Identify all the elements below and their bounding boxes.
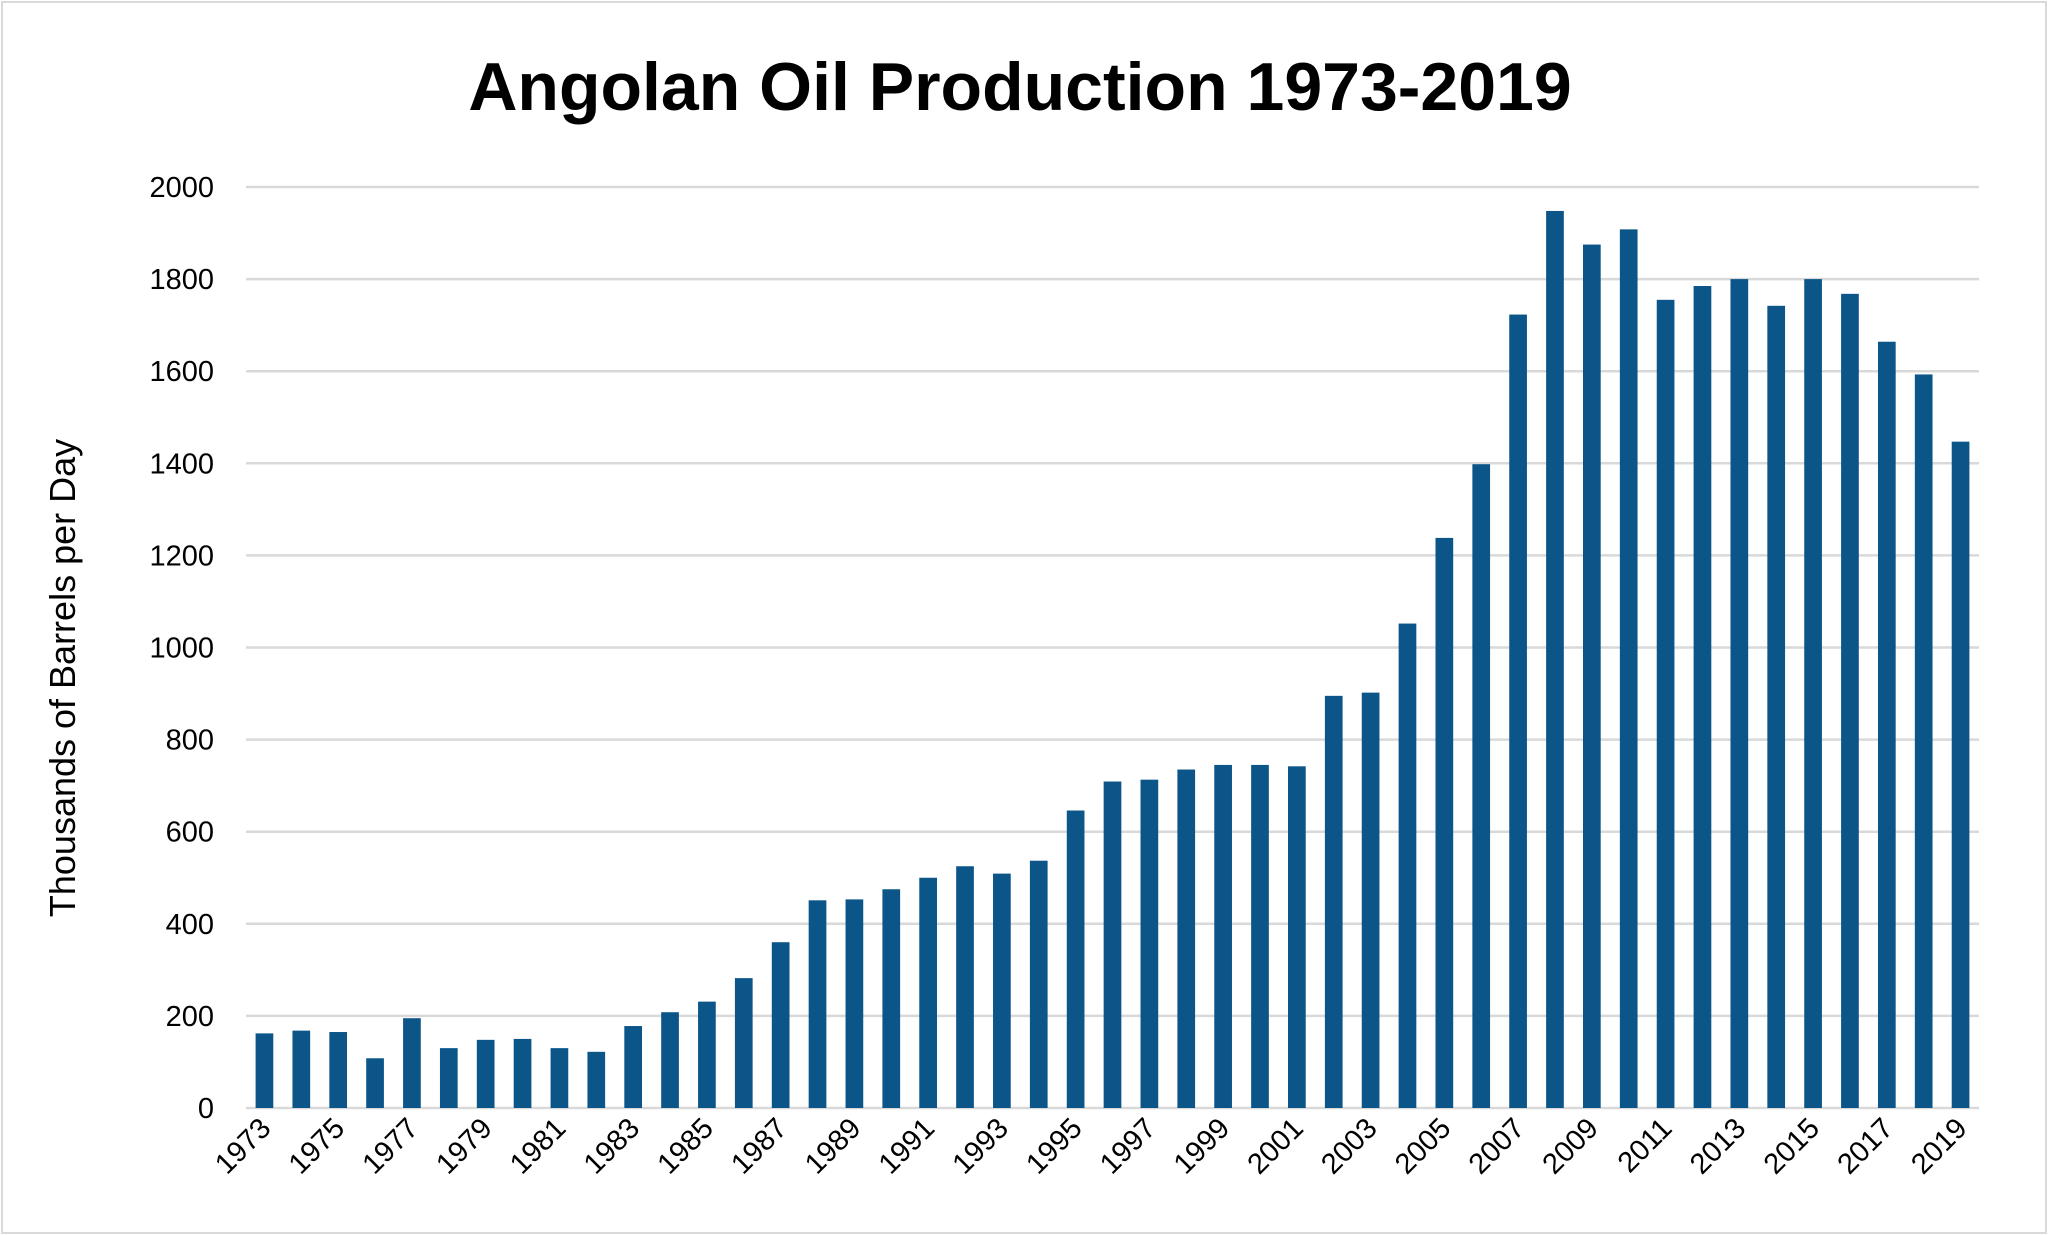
bar-1984 [661,1012,679,1108]
bar-1990 [882,889,901,1108]
bar-2006 [1472,464,1491,1108]
bar-1999 [1214,764,1232,1108]
bar-1977 [403,1018,421,1108]
bar-1978 [439,1048,458,1108]
bar-2015 [1804,279,1822,1109]
bar-1997 [1140,779,1159,1108]
bar-2002 [1324,695,1343,1108]
bar-2005 [1435,537,1454,1108]
bar-1987 [771,942,790,1108]
bar-1976 [366,1058,384,1108]
y-tick-label: 1400 [149,448,214,480]
bar-1998 [1177,769,1196,1108]
y-tick-label: 1800 [149,264,214,296]
y-tick-label: 1200 [149,540,214,572]
bar-2003 [1361,692,1380,1108]
bar-2008 [1546,210,1564,1109]
bar-1979 [476,1039,495,1108]
bar-2012 [1693,286,1712,1108]
bar-1995 [1066,810,1085,1108]
bar-1996 [1103,781,1122,1108]
bar-1982 [587,1051,606,1108]
bar-2016 [1841,293,1859,1108]
y-tick-label: 0 [198,1093,214,1125]
bar-1983 [624,1026,643,1108]
y-tick-label: 1000 [149,633,214,665]
bar-2001 [1288,766,1306,1108]
bar-1993 [993,873,1011,1108]
bar-1974 [292,1030,311,1108]
bar-2011 [1656,299,1675,1108]
bar-1989 [845,899,864,1108]
bar-2013 [1730,279,1749,1109]
bar-1973 [255,1033,274,1108]
bar-2004 [1398,623,1417,1108]
bar-2000 [1251,764,1269,1108]
bar-2010 [1619,229,1638,1109]
bar-2014 [1767,305,1786,1109]
bar-1985 [698,1001,716,1108]
bar-1981 [550,1048,569,1108]
bar-1986 [734,978,753,1108]
bar-1980 [513,1038,532,1108]
bar-2019 [1951,441,1970,1108]
y-tick-label: 400 [166,909,214,941]
bar-1992 [956,866,974,1108]
bar-2007 [1509,314,1527,1109]
bar-1988 [808,900,827,1108]
y-tick-label: 1600 [149,356,214,388]
bar-1994 [1029,860,1048,1108]
y-tick-label: 600 [166,817,214,849]
bar-1975 [329,1032,348,1108]
bar-2009 [1582,244,1601,1108]
y-tick-label: 2000 [149,172,214,204]
bar-2018 [1914,374,1933,1109]
bar-2017 [1877,341,1896,1108]
y-tick-label: 800 [166,725,214,757]
chart-title: Angolan Oil Production 1973-2019 [468,49,1571,125]
y-axis-label: Thousands of Barrels per Day [42,439,83,917]
bar-1991 [919,877,937,1108]
y-tick-label: 200 [166,1001,214,1033]
